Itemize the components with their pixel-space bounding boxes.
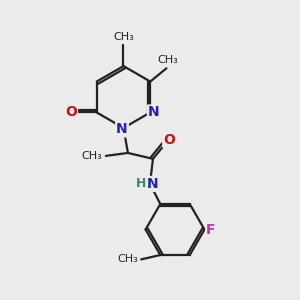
Text: O: O (163, 133, 175, 147)
Text: CH₃: CH₃ (82, 151, 102, 161)
Text: H: H (135, 177, 146, 190)
Text: CH₃: CH₃ (158, 55, 178, 65)
Text: F: F (206, 223, 216, 236)
Text: CH₃: CH₃ (113, 32, 134, 42)
Text: O: O (65, 106, 77, 119)
Text: N: N (148, 106, 160, 119)
Text: CH₃: CH₃ (117, 254, 138, 264)
Text: N: N (146, 177, 158, 191)
Text: N: N (116, 122, 128, 136)
